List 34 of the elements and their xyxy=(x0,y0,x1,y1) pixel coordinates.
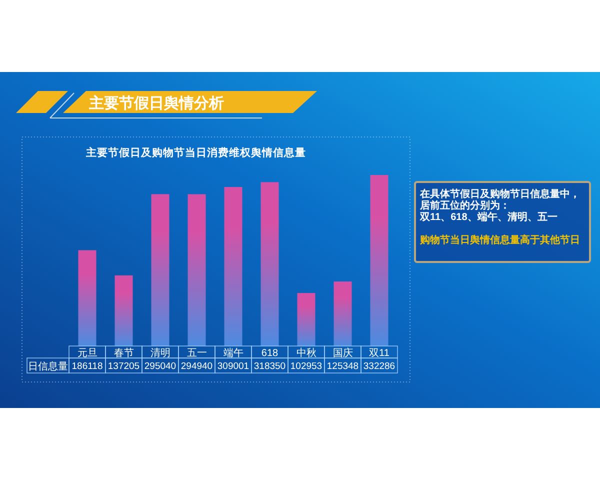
data-label: 295040 xyxy=(144,361,176,372)
data-label: 137205 xyxy=(108,361,140,372)
x-tick-label: 双11 xyxy=(369,348,390,359)
x-tick-label: 中秋 xyxy=(296,347,316,359)
chart-subtitle: 主要节假日及购物节当日消费维权舆情信息量 xyxy=(85,146,306,159)
bar xyxy=(297,293,316,346)
bar xyxy=(224,186,242,346)
bar xyxy=(78,250,96,346)
text: 购物节当日舆情信息量高于其他节日 xyxy=(419,234,580,246)
data-label: 186118 xyxy=(72,361,103,372)
x-tick-label: 元旦 xyxy=(77,348,98,359)
text: 在具体节假日及购物节日信息量中， xyxy=(419,188,580,200)
bar xyxy=(370,175,388,346)
text: 居前五位的分别为： xyxy=(419,200,510,212)
x-tick-label: 春节 xyxy=(114,347,134,359)
text: 双11、618、端午、清明、五一 xyxy=(419,211,558,223)
chart-title: 主要节假日舆情分析 xyxy=(88,94,224,112)
data-label: 332286 xyxy=(363,361,396,372)
data-label: 294940 xyxy=(180,361,213,372)
x-tick-label: 清明 xyxy=(150,347,170,359)
data-label: 102953 xyxy=(290,361,322,372)
bar xyxy=(260,182,279,346)
data-label: 309001 xyxy=(217,361,250,372)
x-tick-label: 五一 xyxy=(186,348,207,359)
bar xyxy=(188,194,206,346)
x-tick-label: 国庆 xyxy=(332,347,353,359)
x-tick-label: 端午 xyxy=(223,347,244,359)
bar xyxy=(151,194,170,346)
data-label: 125348 xyxy=(326,361,359,372)
x-tick-label: 618 xyxy=(261,348,279,359)
legend-label: 日信息量 xyxy=(28,360,68,372)
bar xyxy=(334,281,352,346)
data-label: 318350 xyxy=(254,361,286,372)
bar xyxy=(114,275,133,346)
